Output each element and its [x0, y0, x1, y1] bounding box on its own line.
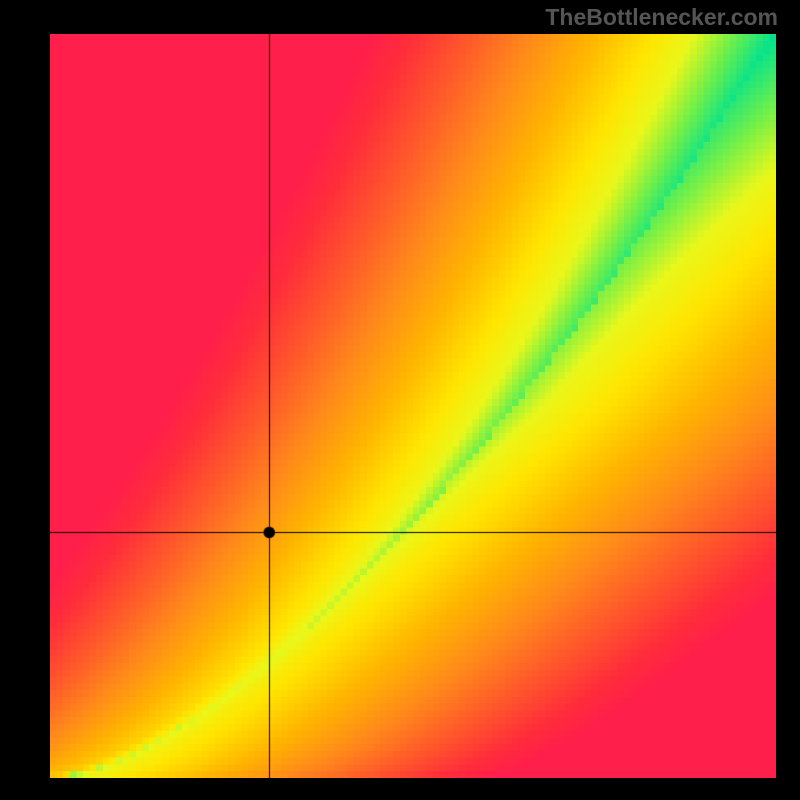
crosshair-overlay — [50, 34, 776, 778]
chart-container: TheBottlenecker.com — [0, 0, 800, 800]
watermark-text: TheBottlenecker.com — [545, 4, 778, 31]
